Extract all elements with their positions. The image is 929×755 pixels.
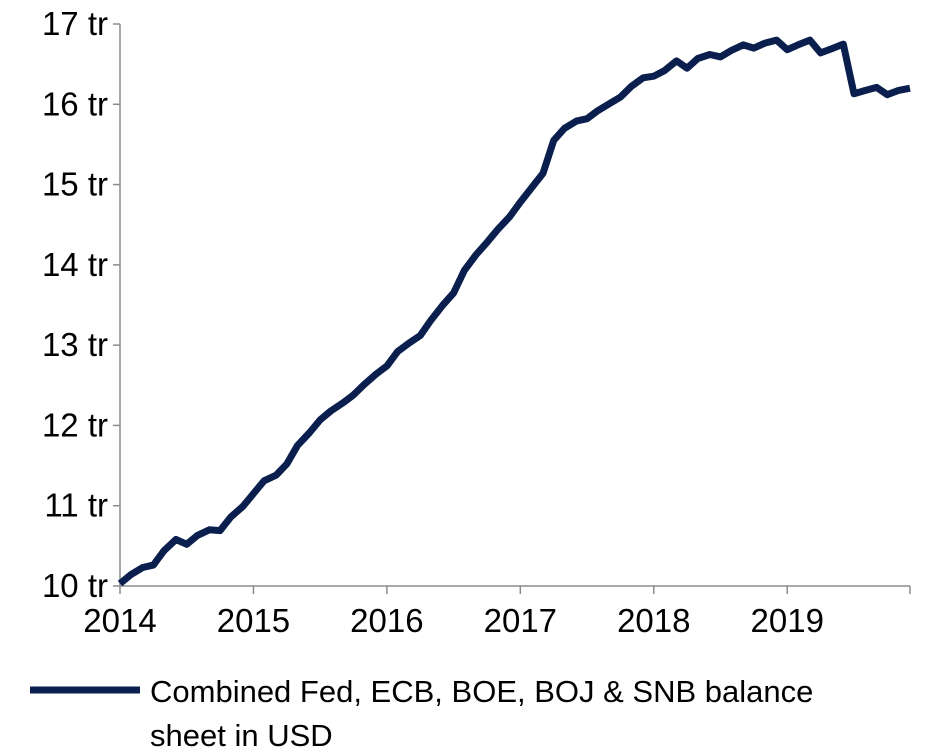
y-tick-label: 15 tr [42,166,108,203]
y-tick-label: 11 tr [44,487,108,524]
x-tick-label: 2016 [350,602,423,639]
legend-label-line-2: sheet in USD [150,718,333,753]
series-layer [117,36,911,587]
x-tick-label: 2019 [751,602,824,639]
legend-label-line-1: Combined Fed, ECB, BOE, BOJ & SNB balanc… [150,674,813,709]
y-tick-label: 14 tr [42,246,108,283]
axes [119,24,910,587]
x-axis-ticks: 2014 2015 2016 2017 2018 2019 [83,586,911,639]
y-tick-label: 17 tr [42,5,108,42]
legend: Combined Fed, ECB, BOE, BOJ & SNB balanc… [30,674,813,753]
x-tick-label: 2015 [217,602,290,639]
y-tick-label: 12 tr [42,406,108,443]
x-tick-label: 2014 [83,602,156,639]
y-tick-label: 16 tr [42,85,108,122]
x-tick-label: 2018 [617,602,690,639]
series-line [117,36,911,587]
y-tick-label: 10 tr [42,567,108,604]
y-tick-label: 13 tr [42,326,108,363]
x-tick-label: 2017 [484,602,557,639]
y-axis-ticks: 10 tr 11 tr 12 tr 13 tr 14 tr 15 tr 16 tr 17 tr [42,5,120,604]
